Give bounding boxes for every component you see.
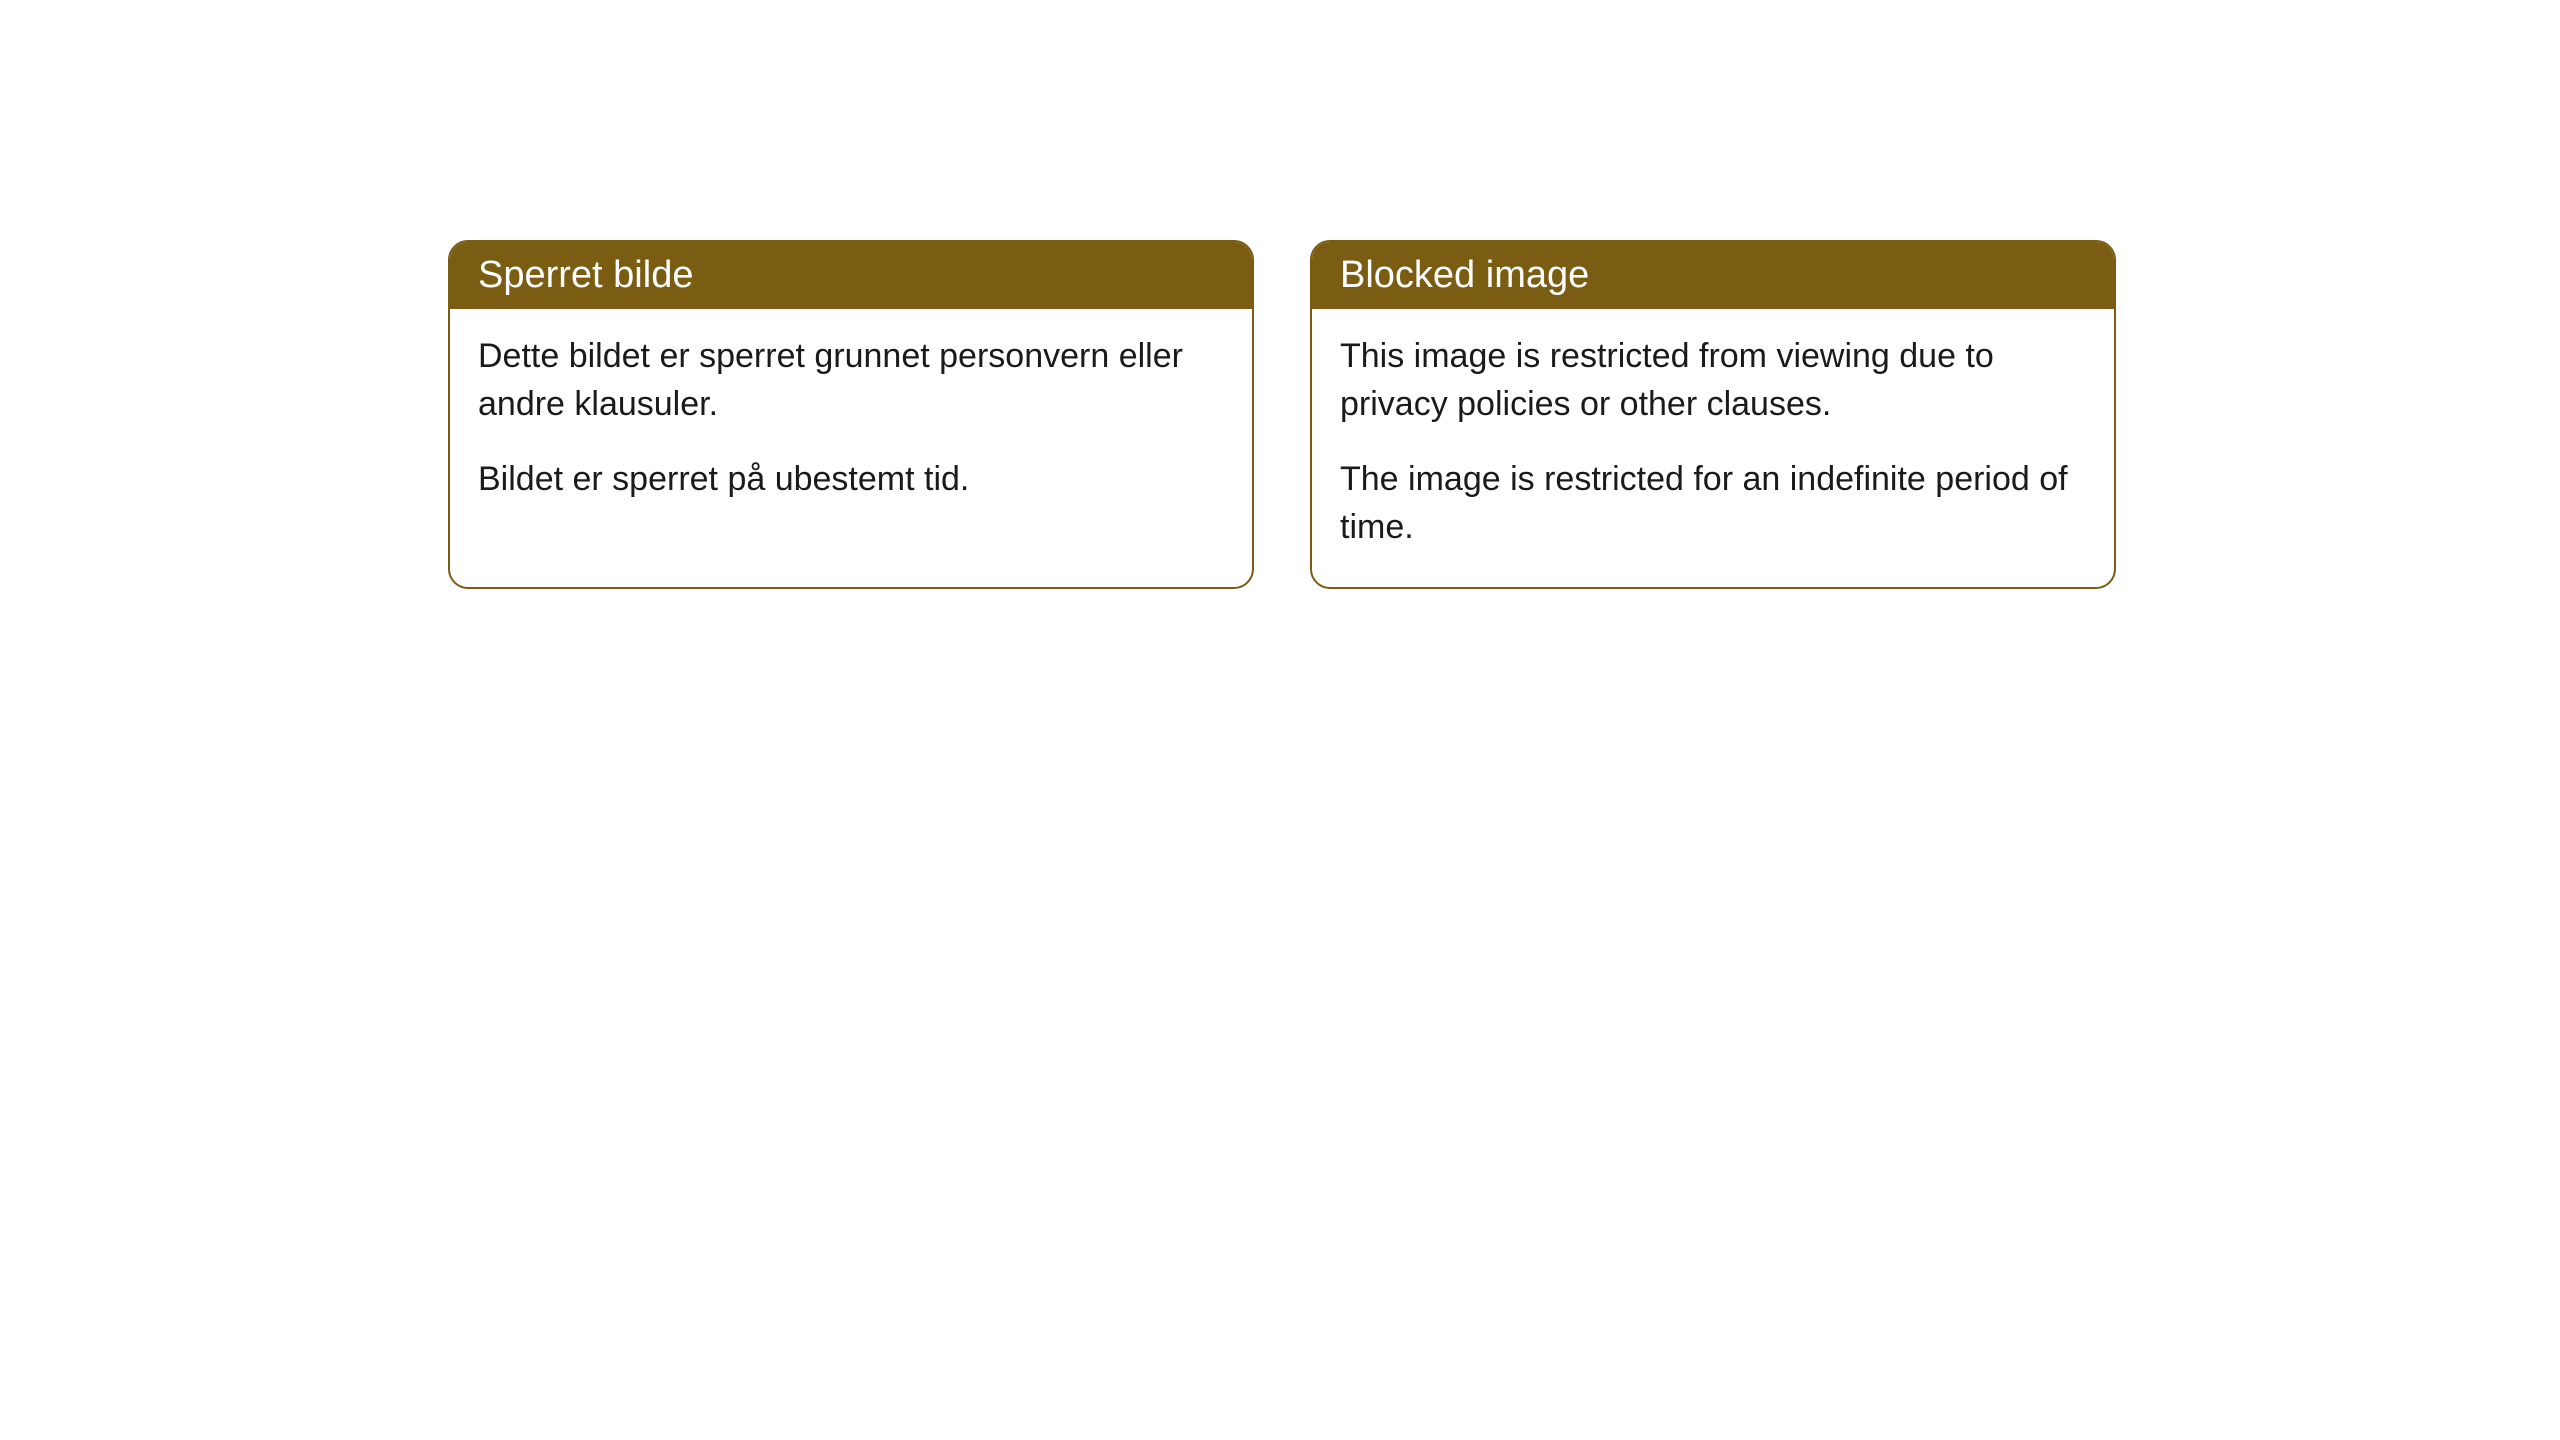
card-paragraph-2: Bildet er sperret på ubestemt tid. [478, 456, 1224, 504]
card-paragraph-2: The image is restricted for an indefinit… [1340, 456, 2086, 551]
card-header-norwegian: Sperret bilde [450, 242, 1252, 309]
cards-container: Sperret bilde Dette bildet er sperret gr… [448, 240, 2116, 589]
card-paragraph-1: This image is restricted from viewing du… [1340, 333, 2086, 428]
card-title: Sperret bilde [478, 254, 693, 296]
blocked-image-card-english: Blocked image This image is restricted f… [1310, 240, 2116, 589]
card-body-norwegian: Dette bildet er sperret grunnet personve… [450, 309, 1252, 540]
card-title: Blocked image [1340, 254, 1589, 296]
card-header-english: Blocked image [1312, 242, 2114, 309]
card-body-english: This image is restricted from viewing du… [1312, 309, 2114, 587]
blocked-image-card-norwegian: Sperret bilde Dette bildet er sperret gr… [448, 240, 1254, 589]
card-paragraph-1: Dette bildet er sperret grunnet personve… [478, 333, 1224, 428]
